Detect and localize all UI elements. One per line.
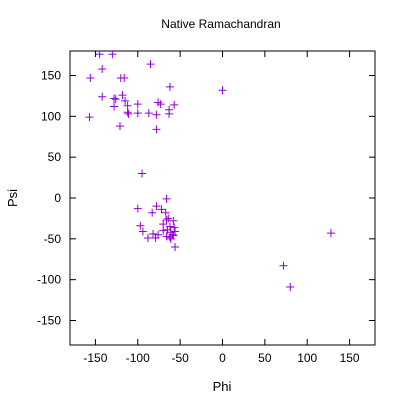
- data-point: [279, 261, 288, 270]
- data-point: [144, 109, 153, 118]
- data-point: [162, 194, 171, 203]
- data-point: [98, 64, 107, 73]
- y-tick-label: -100: [37, 273, 61, 287]
- data-point: [138, 227, 147, 236]
- data-point: [149, 229, 158, 238]
- data-point: [120, 73, 129, 82]
- data-point: [111, 95, 120, 104]
- y-tick-label: 150: [41, 69, 61, 83]
- data-point: [161, 208, 170, 217]
- data-point: [170, 223, 179, 232]
- data-point: [171, 243, 180, 251]
- y-tick-label: -150: [37, 314, 61, 328]
- plot-frame: [69, 50, 376, 346]
- data-point: [165, 233, 174, 242]
- data-point: [157, 205, 166, 214]
- x-tick-label: -100: [126, 351, 150, 365]
- data-point: [110, 94, 119, 103]
- data-point: [152, 110, 161, 119]
- x-tick-label: 100: [297, 351, 317, 365]
- y-tick-label: -50: [44, 232, 62, 246]
- data-point: [115, 122, 124, 131]
- data-point: [143, 234, 152, 243]
- data-point: [133, 204, 142, 213]
- x-tick-label: -150: [83, 351, 107, 365]
- y-axis-label: Psi: [5, 189, 20, 207]
- data-point: [170, 100, 179, 109]
- data-point: [326, 229, 335, 238]
- x-tick-label: 50: [258, 351, 272, 365]
- data-point: [136, 221, 145, 230]
- data-point: [123, 108, 132, 117]
- data-point: [164, 214, 173, 223]
- x-tick-label: -50: [171, 351, 189, 365]
- x-axis-label: Phi: [213, 379, 232, 394]
- data-point: [86, 73, 95, 82]
- data-point: [133, 100, 142, 109]
- data-point: [152, 125, 161, 134]
- data-point: [121, 96, 130, 105]
- data-point: [166, 234, 175, 243]
- data-point: [286, 283, 295, 292]
- y-tick-label: 100: [41, 109, 61, 123]
- data-point: [124, 109, 133, 118]
- data-point: [85, 113, 94, 122]
- y-tick-label: 0: [54, 191, 61, 205]
- data-point: [159, 226, 168, 235]
- axis-ticks: -150 -100 -50 0 50 100 150 -150 -100 -50 0 50 100 150: [37, 51, 375, 365]
- data-point: [148, 208, 157, 217]
- data-point: [169, 216, 178, 225]
- data-point: [146, 60, 155, 69]
- data-point: [218, 86, 227, 95]
- data-point: [138, 169, 147, 178]
- chart-title: Native Ramachandran: [161, 17, 280, 31]
- data-point: [156, 100, 165, 109]
- data-point: [165, 109, 174, 118]
- data-point: [165, 82, 174, 91]
- data-point: [95, 50, 104, 59]
- data-point: [118, 91, 127, 100]
- data-point: [133, 109, 142, 118]
- data-points: [85, 50, 335, 292]
- data-point: [98, 92, 107, 101]
- data-point: [152, 202, 161, 211]
- y-tick-label: 50: [48, 150, 62, 164]
- x-tick-label: 0: [219, 351, 226, 365]
- data-point: [151, 234, 160, 243]
- data-point: [162, 216, 171, 225]
- data-point: [108, 50, 117, 59]
- x-tick-label: 150: [340, 351, 360, 365]
- data-point: [162, 232, 171, 241]
- data-point: [110, 102, 119, 111]
